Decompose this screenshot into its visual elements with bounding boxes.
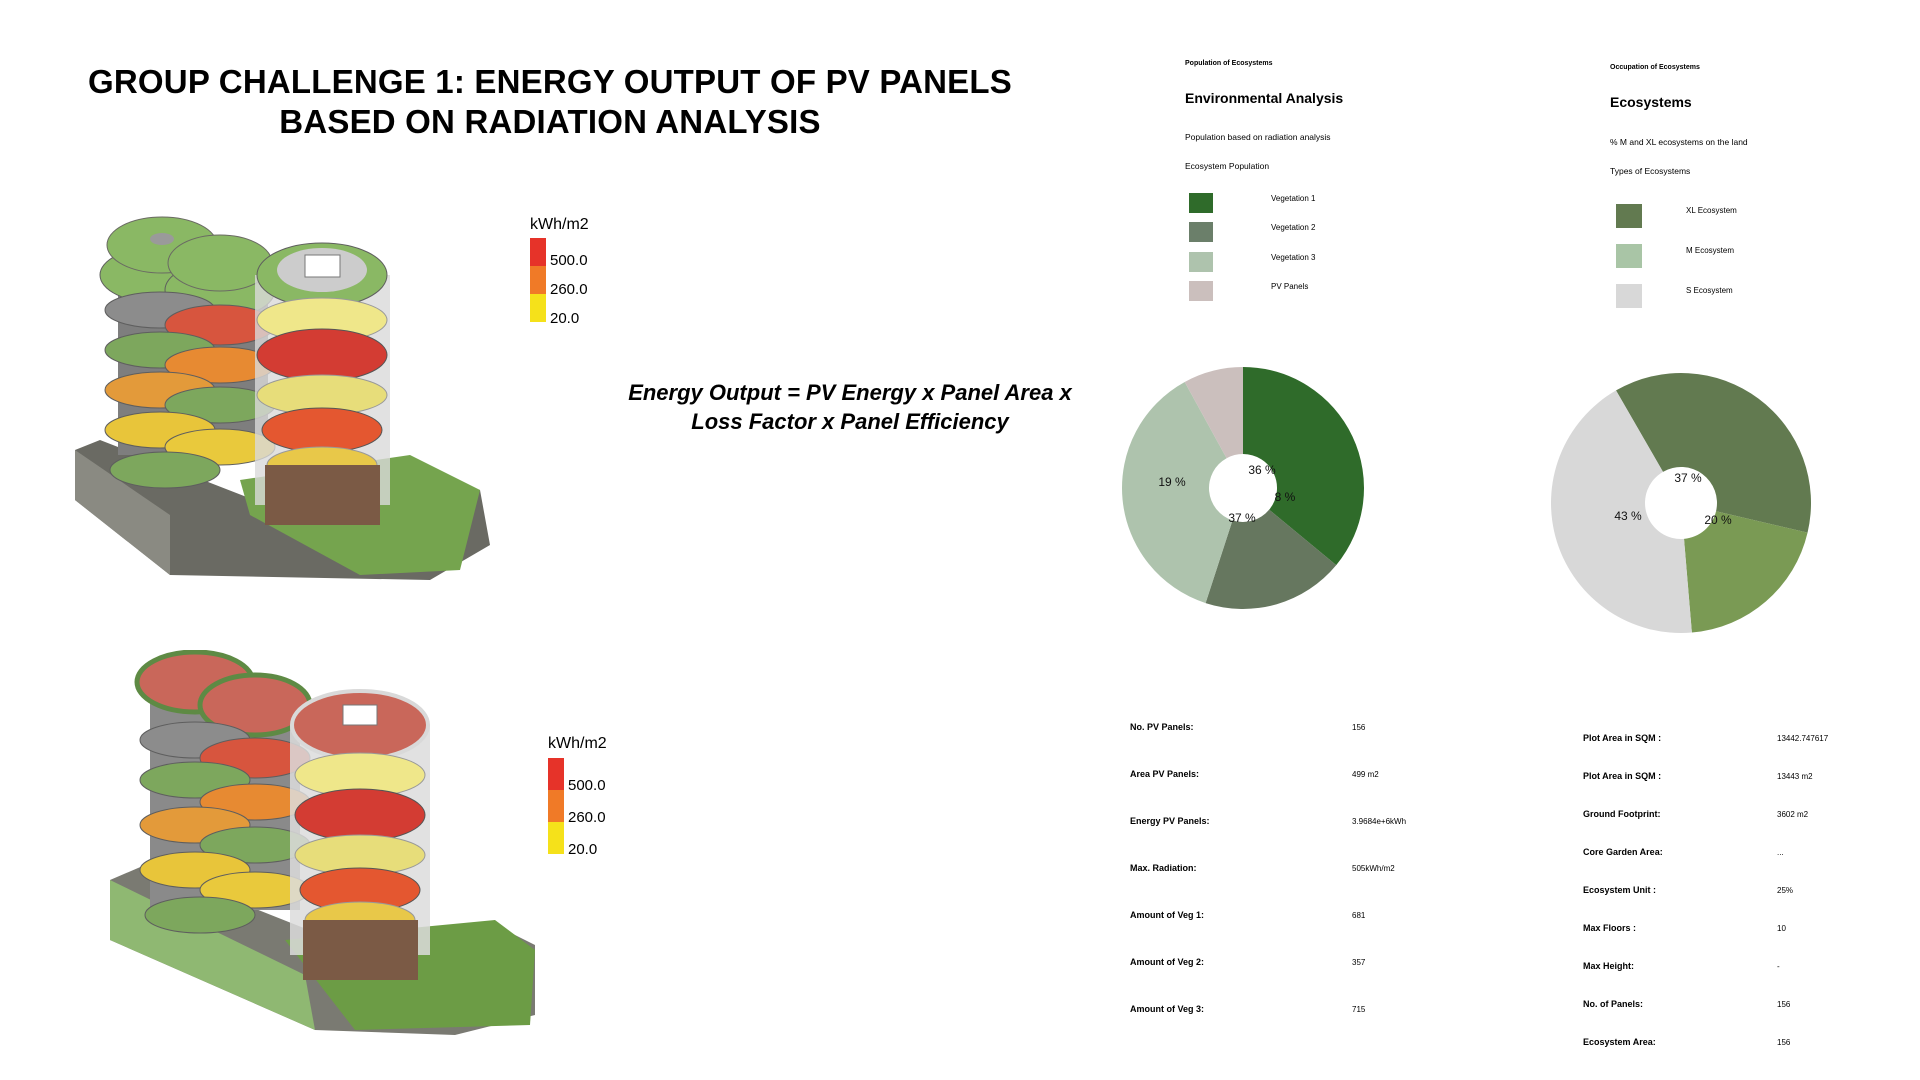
eco-title: Ecosystems	[1610, 94, 1692, 110]
legend-label-mid: 260.0	[568, 809, 606, 826]
info-value: 3.9684e+6kWh	[1352, 817, 1407, 826]
swatch-m-ecosystem	[1616, 244, 1642, 268]
label-vegetation-1: Vegetation 1	[1271, 194, 1316, 203]
info-value: 25%	[1777, 886, 1794, 895]
legend-unit: kWh/m2	[530, 216, 589, 233]
info-key: Max. Radiation:	[1130, 863, 1197, 873]
info-key: Ecosystem Unit :	[1583, 885, 1657, 895]
donut-label-m-ecosystem: 20 %	[1704, 513, 1732, 527]
donut-label-vegetation-1: 36 %	[1248, 463, 1276, 477]
formula-line-2: Loss Factor x Panel Efficiency	[691, 409, 1009, 434]
legend-label-low: 20.0	[568, 841, 598, 858]
donut-label-s-ecosystem: 43 %	[1614, 509, 1642, 523]
info-value: ...	[1777, 848, 1784, 857]
donut-slice-pv-panels	[1184, 367, 1243, 459]
info-key: Area PV Panels:	[1130, 769, 1200, 779]
legend-label-high: 500.0	[568, 777, 606, 794]
info-value: 156	[1777, 1000, 1791, 1009]
info-value: 13442.747617	[1777, 734, 1829, 743]
env-donut-chart: 36 % 19 % 37 % 8 %	[1122, 367, 1364, 609]
formula-line-1: Energy Output = PV Energy x Panel Area x	[628, 380, 1072, 405]
energy-formula: Energy Output = PV Energy x Panel Area x…	[620, 378, 1080, 436]
env-panel: Population of Ecosystems Environmental A…	[1185, 60, 1445, 310]
info-key: Core Garden Area:	[1583, 847, 1663, 857]
eco-panel: Occupation of Ecosystems Ecosystems % M …	[1610, 64, 1870, 314]
env-small-title: Population of Ecosystems	[1185, 60, 1273, 67]
info-key: Max Height:	[1583, 961, 1635, 971]
info-value: 357	[1352, 958, 1366, 967]
eco-small-title: Occupation of Ecosystems	[1610, 64, 1700, 71]
donut-slice-m-ecosystem	[1684, 511, 1808, 633]
swatch-vegetation-1	[1189, 193, 1213, 213]
title-line-1: GROUP CHALLENGE 1: ENERGY OUTPUT OF PV P…	[88, 63, 1012, 100]
site-info-table: Plot Area in SQM : 13442.747617 Plot Area …	[1583, 733, 1903, 1063]
label-m-ecosystem: M Ecosystem	[1686, 246, 1735, 255]
swatch-xl-ecosystem	[1616, 204, 1642, 228]
label-vegetation-2: Vegetation 2	[1271, 223, 1316, 232]
info-value: 681	[1352, 911, 1366, 920]
radiation-legend-top: kWh/m2 500.0 260.0 20.0	[530, 216, 650, 327]
legend-label-low: 20.0	[550, 310, 580, 327]
info-key: Max Floors :	[1583, 923, 1637, 933]
info-key: Amount of Veg 1:	[1130, 910, 1204, 920]
legend-unit: kWh/m2	[548, 735, 607, 752]
info-key: Ground Footprint:	[1583, 809, 1661, 819]
info-key: Amount of Veg 2:	[1130, 957, 1204, 967]
label-xl-ecosystem: XL Ecosystem	[1686, 206, 1737, 215]
donut-label-pv-panels: 8 %	[1275, 490, 1296, 504]
building-render-bottom	[110, 650, 535, 1035]
swatch-pv-panels	[1189, 281, 1213, 301]
title-line-2: BASED ON RADIATION ANALYSIS	[279, 103, 821, 140]
env-title: Environmental Analysis	[1185, 90, 1344, 106]
info-value: 156	[1352, 723, 1366, 732]
swatch-s-ecosystem	[1616, 284, 1642, 308]
donut-slice-vegetation-1	[1243, 367, 1364, 566]
env-note: Population based on radiation analysis	[1185, 132, 1331, 142]
radiation-legend-bottom: kWh/m2 500.0 260.0 20.0	[548, 735, 668, 860]
info-value: 715	[1352, 1005, 1366, 1014]
info-key: Plot Area in SQM :	[1583, 771, 1662, 781]
legend-label-mid: 260.0	[550, 281, 588, 298]
eco-note: % M and XL ecosystems on the land	[1610, 137, 1748, 147]
env-subnote: Ecosystem Population	[1185, 161, 1270, 171]
building-render-top	[75, 216, 490, 580]
legend-swatch-high	[530, 238, 546, 266]
page-title: GROUP CHALLENGE 1: ENERGY OUTPUT OF PV P…	[60, 62, 1040, 142]
info-key: Energy PV Panels:	[1130, 816, 1210, 826]
info-key: Ecosystem Area:	[1583, 1037, 1656, 1047]
donut-label-vegetation-3: 37 %	[1228, 511, 1256, 525]
info-key: Plot Area in SQM :	[1583, 733, 1662, 743]
donut-label-vegetation-2: 19 %	[1158, 475, 1186, 489]
donut-slice-xl-ecosystem	[1616, 373, 1811, 533]
legend-swatch-high	[548, 758, 564, 790]
donut-slice-vegetation-3	[1122, 381, 1233, 604]
legend-swatch-mid	[548, 790, 564, 822]
label-vegetation-3: Vegetation 3	[1271, 253, 1316, 262]
legend-label-high: 500.0	[550, 252, 588, 269]
eco-subnote: Types of Ecosystems	[1610, 166, 1691, 176]
pv-info-table: No. PV Panels: 156 Area PV Panels: 499 m2 En…	[1130, 722, 1430, 1022]
info-value: 156	[1777, 1038, 1791, 1047]
swatch-vegetation-2	[1189, 222, 1213, 242]
swatch-vegetation-3	[1189, 252, 1213, 272]
donut-slice-vegetation-2	[1205, 509, 1337, 609]
info-value: 499 m2	[1352, 770, 1379, 779]
legend-swatch-low	[530, 294, 546, 322]
info-key: No. of Panels:	[1583, 999, 1644, 1009]
label-pv-panels: PV Panels	[1271, 282, 1309, 291]
info-key: Amount of Veg 3:	[1130, 1004, 1204, 1014]
info-key: No. PV Panels:	[1130, 722, 1194, 732]
info-value: 505kWh/m2	[1352, 864, 1395, 873]
donut-slice-s-ecosystem	[1551, 390, 1692, 633]
legend-swatch-mid	[530, 266, 546, 294]
donut-label-xl-ecosystem: 37 %	[1674, 471, 1702, 485]
info-value: 13443 m2	[1777, 772, 1813, 781]
label-s-ecosystem: S Ecosystem	[1686, 286, 1733, 295]
info-value: -	[1777, 962, 1780, 971]
eco-donut-chart: 37 % 20 % 43 %	[1551, 373, 1811, 633]
info-value: 10	[1777, 924, 1786, 933]
legend-swatch-low	[548, 822, 564, 854]
info-value: 3602 m2	[1777, 810, 1809, 819]
